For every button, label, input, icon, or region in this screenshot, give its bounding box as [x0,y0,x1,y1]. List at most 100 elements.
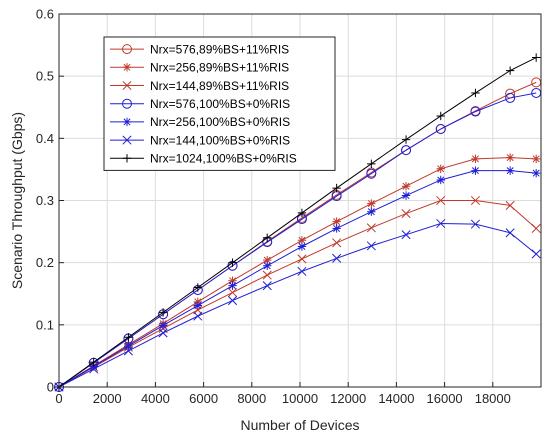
data-point [297,266,307,276]
data-point [505,228,515,238]
legend-marker [122,154,132,163]
data-point [228,281,237,290]
data-point [367,199,376,208]
x-axis-title: Number of Devices [240,417,359,433]
x-tick-label: 0 [55,391,62,406]
data-point [505,92,516,103]
legend-entry: Nrx=256,89%BS+11%RIS [110,61,289,75]
data-point [227,296,238,306]
data-point [158,328,168,338]
y-tick-label: 0.6 [36,7,54,22]
x-tick-label: 8000 [237,391,266,406]
data-point [471,88,480,98]
data-point [531,53,541,62]
data-point [332,253,342,263]
data-point [531,154,541,164]
data-point [505,153,515,162]
data-point [366,241,376,251]
data-point [124,341,133,351]
data-point [436,175,445,185]
data-point [297,254,307,264]
data-point [332,183,341,193]
x-tick-label: 2000 [93,391,122,406]
legend-label: Nrx=144,89%BS+11%RIS [150,79,289,93]
data-point [531,249,541,259]
y-axis-title: Scenario Throughput (Gbps) [9,112,25,289]
data-point [470,195,481,206]
data-point [89,362,98,371]
data-point [470,219,481,229]
x-tick-label: 14000 [378,391,414,406]
legend-label: Nrx=256,100%BS+0%RIS [150,115,290,129]
data-point [401,182,411,191]
data-point [263,261,272,270]
tick-labels: 0 2000 4000 6000 8000 10000 12000 14000 16000 180… [36,7,511,407]
data-point [297,236,307,245]
legend-entry: Nrx=576,100%BS+0%RIS [110,97,290,111]
series-3 [54,195,541,392]
data-point [227,287,238,298]
data-point [89,364,99,374]
legend-marker [122,63,132,72]
data-point [401,191,411,200]
data-point [470,106,481,117]
data-point [436,164,445,173]
data-point [505,200,515,211]
y-tick-label: 0 [47,380,54,395]
y-tick-label: 0.3 [36,193,54,208]
data-point [262,281,272,291]
data-point [263,233,272,242]
data-point [124,333,133,342]
x-tick-label: 4000 [141,391,170,406]
data-point [332,217,341,226]
data-point [401,145,412,156]
data-point [158,308,168,317]
data-point [263,255,272,265]
data-point [193,283,203,292]
data-point [505,166,515,175]
legend-label: Nrx=256,89%BS+11%RIS [150,61,289,75]
data-point [332,224,341,233]
legend-entry: Nrx=256,100%BS+0%RIS [110,115,290,129]
data-point [193,301,203,310]
legend-marker [122,80,132,91]
data-point [228,276,237,285]
y-tick-label: 0.4 [36,131,54,146]
legend-label: Nrx=576,100%BS+0%RIS [150,97,290,111]
data-point [401,135,411,144]
legend-marker [122,98,132,109]
data-point [262,270,272,280]
legend-label: Nrx=576,89%BS+11%RIS [150,42,289,56]
y-tick-label: 0.1 [36,317,54,332]
legend-marker [122,135,132,145]
x-tick-label: 10000 [282,391,318,406]
data-point [531,168,541,178]
series-6 [54,218,541,392]
data-point [471,166,480,175]
data-point [531,223,541,234]
legend-entry: Nrx=144,89%BS+11%RIS [110,79,289,93]
data-point [505,66,515,75]
data-point [89,357,98,367]
data-point [366,223,376,233]
data-point [367,159,376,169]
data-point [436,218,446,229]
series-line [58,92,537,388]
data-point [158,321,168,330]
data-point [436,111,445,121]
data-point [435,124,446,135]
data-point [366,168,377,179]
x-tick-label: 12000 [330,391,366,406]
data-point [436,195,446,206]
x-tick-label: 16000 [427,391,463,406]
x-tick-label: 6000 [189,391,218,406]
data-point [332,238,342,248]
legend-marker [122,44,132,55]
data-point [297,242,307,251]
data-point [367,207,376,216]
legend-marker [122,117,132,127]
legend-label: Nrx=1024,100%BS+0%RIS [150,152,297,166]
legend-label: Nrx=144,100%BS+0%RIS [150,133,290,147]
data-point [193,311,203,321]
y-tick-label: 0.5 [36,69,54,84]
